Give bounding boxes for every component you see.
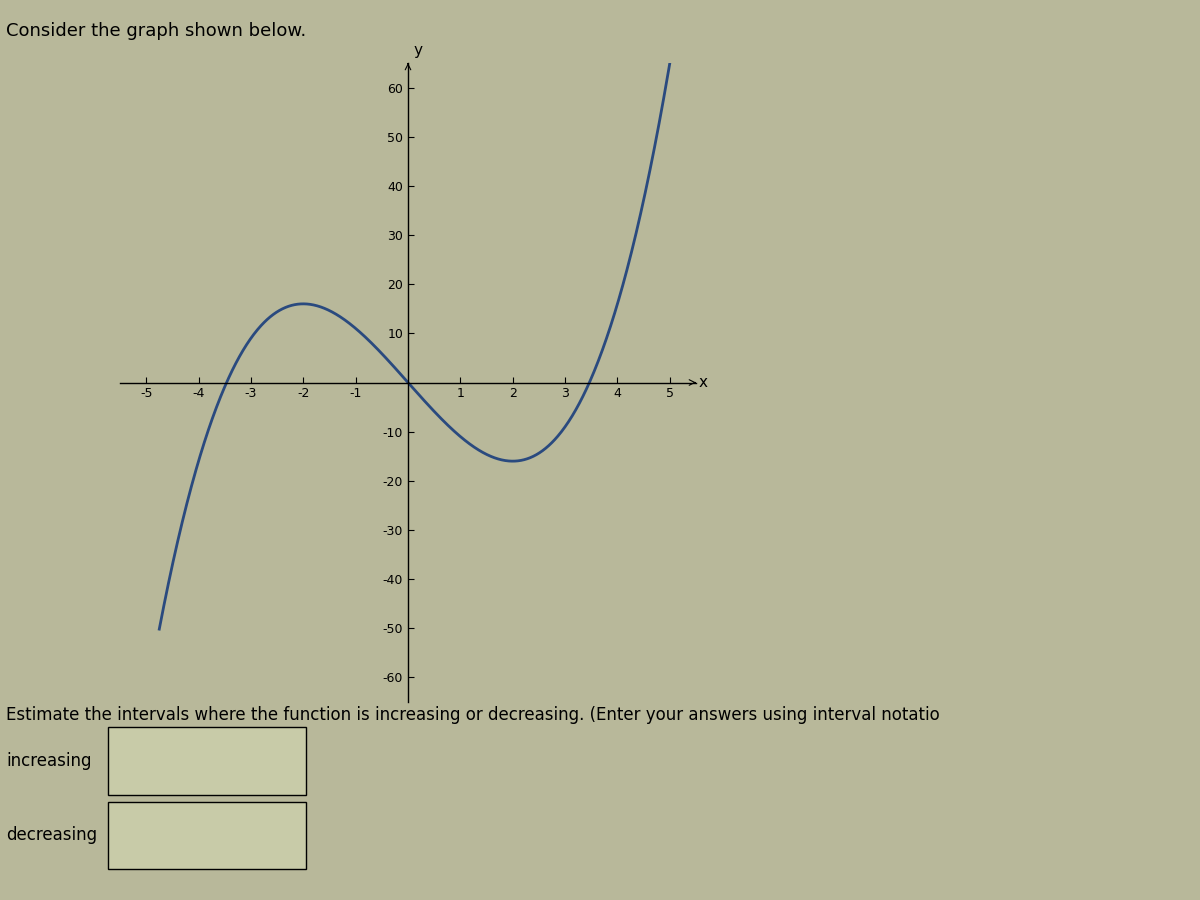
Text: x: x bbox=[698, 375, 708, 390]
Text: Consider the graph shown below.: Consider the graph shown below. bbox=[6, 22, 306, 40]
Text: y: y bbox=[414, 43, 422, 58]
Text: Estimate the intervals where the function is increasing or decreasing. (Enter yo: Estimate the intervals where the functio… bbox=[6, 706, 940, 724]
Text: decreasing: decreasing bbox=[6, 826, 97, 844]
Text: increasing: increasing bbox=[6, 752, 91, 770]
